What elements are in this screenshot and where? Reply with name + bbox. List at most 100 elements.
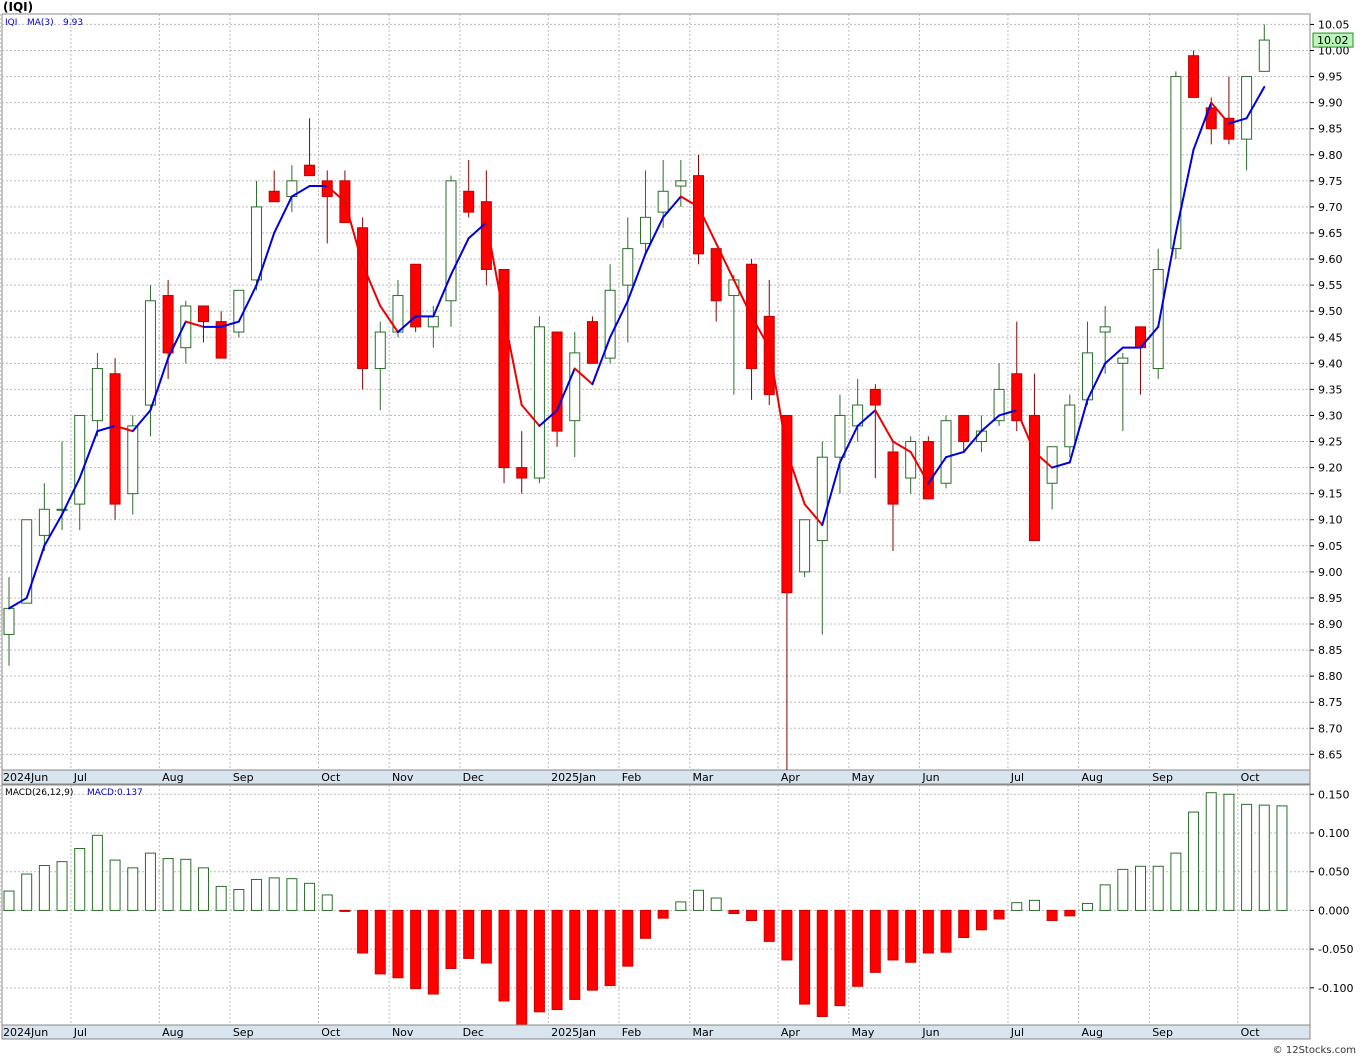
candle-body [1241,76,1253,140]
price-month-label: Feb [622,771,641,784]
ma-line-segment [379,304,399,334]
ma-line-segment [396,315,417,334]
macd-bar [728,909,740,915]
macd-bar [38,865,50,911]
candle-body [268,190,280,203]
ma-line-segment [679,195,700,208]
macd-bar [1152,865,1164,911]
candle-body [693,175,705,255]
candle-body [887,451,899,505]
price-tick-label: 9.45 [1318,331,1343,344]
macd-bar [1011,902,1023,911]
ma-line-segment [874,409,894,443]
ma-line-segment [715,242,735,281]
candle-body [410,263,422,328]
price-month-label: 2024Jun [3,771,48,784]
ma-line-segment [149,357,170,412]
candle-body [197,305,209,323]
macd-bar [1205,792,1217,911]
macd-month-label: Sep [1152,1026,1173,1039]
price-tick-label: 9.30 [1318,409,1343,422]
ma-line-segment [556,367,576,412]
ma-line-segment [1033,450,1054,469]
macd-bar [940,909,952,953]
price-tick-label: 9.60 [1318,253,1343,266]
price-tick-label: 8.65 [1318,748,1343,761]
macd-month-label: Oct [1241,1026,1261,1039]
price-tick-label: 8.90 [1318,618,1343,631]
price-tick-label: 10.00 [1318,44,1350,57]
price-tick-label: 8.85 [1318,644,1343,657]
candle-body [1028,414,1040,542]
ma-line-segment [485,221,506,318]
macd-bar [905,909,917,963]
macd-bar [374,909,386,975]
price-tick-label: 9.95 [1318,71,1343,84]
price-tick-label: 9.00 [1318,566,1343,579]
candle-body [3,607,15,635]
candle-body [958,414,970,443]
macd-bar [463,909,475,959]
price-tick-label: 9.15 [1318,488,1343,501]
ma-line-segment [803,503,824,526]
candle-body [21,519,33,604]
macd-bar [1028,899,1040,911]
candle-body [675,180,687,187]
candle-body [834,414,846,458]
ma-line-segment [290,185,311,198]
macd-month-label: Oct [321,1026,341,1039]
price-plot-area [1,13,1311,771]
price-legend-ma-value: 9.93 [63,18,83,28]
macd-bar [1241,803,1253,911]
candle-body [1170,76,1182,250]
ma-line-segment [61,477,81,516]
macd-bar [958,909,970,939]
macd-month-label: Aug [162,1026,183,1039]
candle-body [144,300,156,406]
candle-body [56,508,68,511]
page-title: (IQI) [3,0,34,14]
candle-body [463,190,475,213]
ma-line-segment [1139,325,1160,349]
price-month-label: May [852,771,875,784]
macd-month-label: 2024Jun [3,1026,48,1039]
macd-bar [816,909,828,1017]
price-month-label: Oct [1241,771,1261,784]
candle-body [233,289,245,333]
macd-bar [91,834,103,911]
price-tick-label: 9.70 [1318,201,1343,214]
price-month-label: Sep [233,771,254,784]
candle-body [1099,326,1111,333]
macd-bar [781,909,793,961]
macd-tick-label: 0.050 [1318,866,1350,879]
macd-bar [693,889,705,911]
macd-bar [1223,793,1235,911]
macd-month-label: Feb [622,1026,641,1039]
price-tick-label: 8.75 [1318,696,1343,709]
ma-line-segment [43,513,64,547]
macd-bar [1276,805,1288,911]
candle-body [586,321,598,364]
ma-line-segment [538,409,559,427]
candle-body [940,420,952,484]
macd-bar [445,909,457,969]
macd-tick-label: 0.150 [1318,788,1350,801]
candle-body [215,321,227,359]
macd-bar [1046,909,1058,921]
candle-body [480,201,492,270]
macd-bar [569,909,581,1000]
ma-line-segment [732,278,753,318]
price-month-label: Aug [162,771,183,784]
ma-line-segment [131,409,152,433]
price-month-label: Apr [781,771,801,784]
price-tick-label: 8.70 [1318,722,1343,735]
macd-bar [197,867,209,911]
ma-line-segment [114,424,134,433]
candle-body [622,248,634,286]
ma-line-segment [838,424,859,464]
ma-line-segment [96,424,117,433]
macd-month-band [1,1024,1311,1040]
macd-bar [480,909,492,964]
candle-body [639,216,651,244]
